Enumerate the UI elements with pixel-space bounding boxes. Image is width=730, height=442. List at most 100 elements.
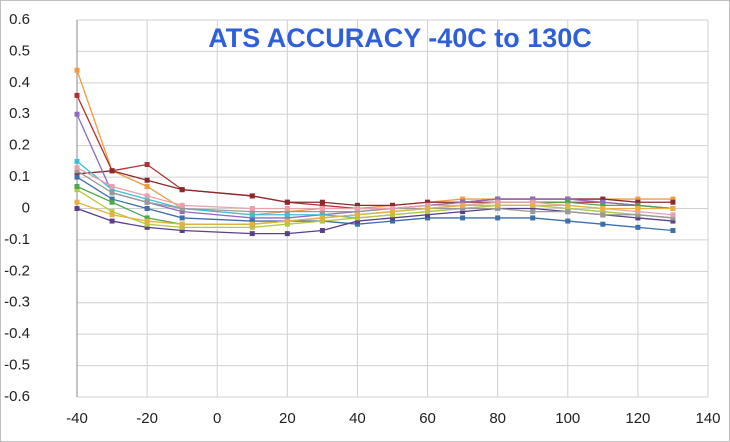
y-tick-label: -0.1 <box>4 231 30 248</box>
marker <box>425 209 431 215</box>
x-tick-label: 140 <box>695 410 720 427</box>
marker <box>144 193 150 199</box>
marker <box>460 202 466 208</box>
marker <box>565 196 571 202</box>
marker <box>179 221 185 227</box>
marker <box>284 221 290 227</box>
marker <box>319 209 325 215</box>
marker <box>319 215 325 221</box>
marker <box>179 215 185 221</box>
marker <box>249 221 255 227</box>
marker <box>319 202 325 208</box>
marker <box>460 215 466 221</box>
marker <box>144 224 150 230</box>
marker <box>249 212 255 218</box>
marker <box>354 218 360 224</box>
marker <box>144 177 150 183</box>
x-tick-label: -40 <box>66 410 88 427</box>
marker <box>670 212 676 218</box>
marker <box>565 202 571 208</box>
marker <box>530 196 536 202</box>
marker <box>74 165 80 171</box>
marker <box>144 218 150 224</box>
marker <box>635 202 641 208</box>
marker <box>390 209 395 215</box>
marker <box>460 206 466 211</box>
marker <box>390 206 395 211</box>
marker <box>495 199 501 205</box>
marker <box>109 190 115 196</box>
x-tick-label: -20 <box>136 410 158 427</box>
marker <box>249 193 255 199</box>
marker <box>495 215 501 221</box>
marker <box>390 212 395 218</box>
marker <box>74 92 80 98</box>
marker <box>144 206 150 211</box>
y-tick-label: 0.2 <box>9 137 30 154</box>
marker <box>144 221 150 227</box>
marker <box>144 162 150 168</box>
y-tick-label: 0.1 <box>9 168 30 185</box>
marker <box>354 212 360 218</box>
marker <box>600 212 606 218</box>
marker <box>354 206 360 211</box>
marker <box>530 199 536 205</box>
marker <box>635 212 641 218</box>
marker <box>74 111 80 117</box>
marker <box>74 171 80 177</box>
x-tick-label: 120 <box>625 410 650 427</box>
y-tick-label: -0.5 <box>4 357 30 374</box>
marker <box>179 209 185 215</box>
marker <box>530 206 536 211</box>
marker <box>284 199 290 205</box>
marker <box>109 199 115 205</box>
marker <box>74 174 80 180</box>
marker <box>284 231 290 237</box>
marker <box>74 187 80 193</box>
marker <box>670 227 676 233</box>
marker <box>530 209 536 215</box>
y-tick-label: -0.2 <box>4 262 30 279</box>
marker <box>635 224 641 230</box>
chart-title: ATS ACCURACY -40C to 130C <box>208 23 592 53</box>
x-tick-label: 20 <box>279 410 296 427</box>
marker <box>179 224 185 230</box>
marker <box>530 202 536 208</box>
marker <box>565 206 571 211</box>
marker <box>495 196 501 202</box>
marker <box>144 196 150 202</box>
marker <box>109 218 115 224</box>
marker <box>495 202 501 208</box>
marker <box>109 184 115 190</box>
x-tick-label: 60 <box>419 410 436 427</box>
marker <box>74 168 80 174</box>
marker <box>284 206 290 211</box>
marker <box>179 187 185 193</box>
marker <box>354 202 360 208</box>
marker <box>600 206 606 211</box>
marker <box>425 212 431 218</box>
marker <box>74 67 80 73</box>
marker <box>600 221 606 227</box>
marker <box>354 209 360 215</box>
marker <box>635 196 641 202</box>
marker <box>109 212 115 218</box>
marker <box>319 206 325 211</box>
marker <box>354 221 360 227</box>
marker <box>565 199 571 205</box>
marker <box>600 199 606 205</box>
marker <box>284 218 290 224</box>
marker <box>390 215 395 221</box>
marker <box>319 212 325 218</box>
x-tick-label: 40 <box>349 410 366 427</box>
marker <box>249 231 255 237</box>
plot-area <box>74 67 676 237</box>
marker <box>390 202 395 208</box>
marker <box>600 202 606 208</box>
marker <box>249 224 255 230</box>
marker <box>425 202 431 208</box>
marker <box>144 199 150 205</box>
marker <box>425 199 431 205</box>
marker <box>249 206 255 211</box>
